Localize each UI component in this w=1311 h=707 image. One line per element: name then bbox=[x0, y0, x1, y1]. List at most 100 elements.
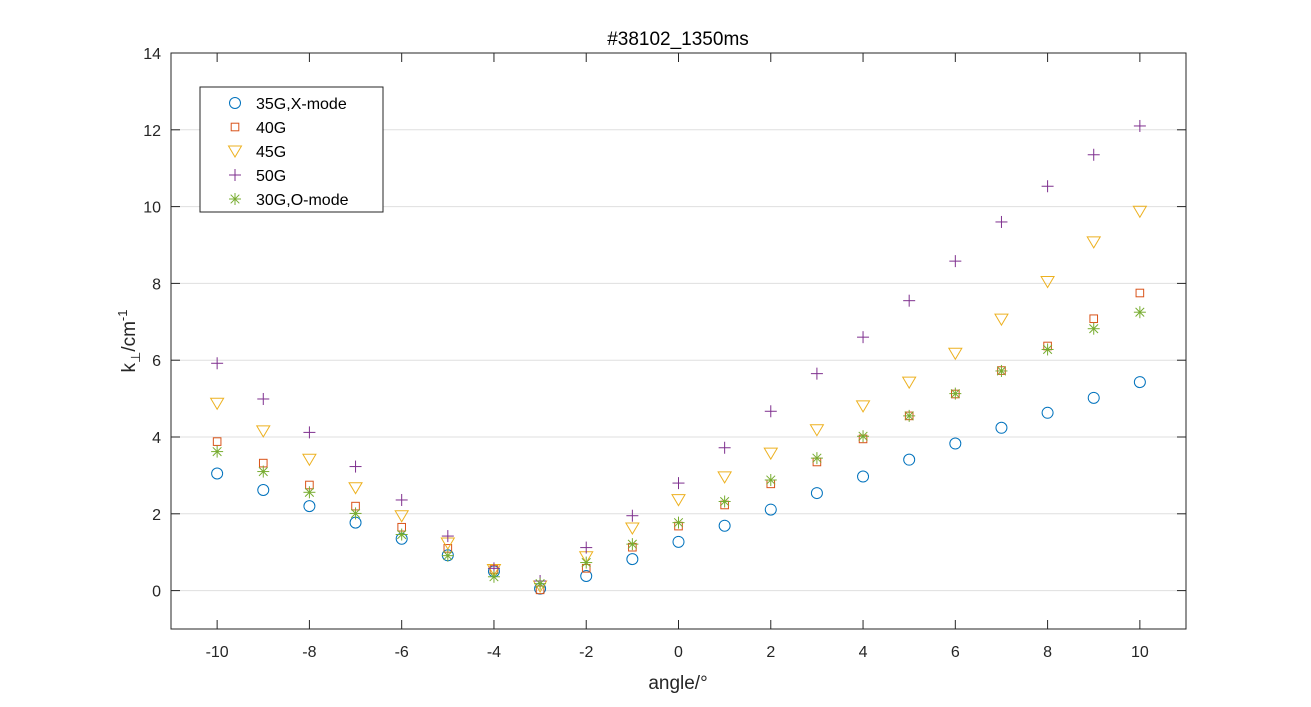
x-tick-label: 8 bbox=[1043, 644, 1052, 661]
data-point bbox=[211, 467, 224, 480]
y-tick-label: 8 bbox=[152, 276, 161, 293]
legend-item: 35G,X-mode bbox=[229, 96, 347, 113]
data-point bbox=[857, 331, 870, 344]
data-point bbox=[763, 447, 779, 461]
data-point bbox=[994, 313, 1009, 327]
data-point bbox=[718, 495, 731, 508]
data-point bbox=[810, 487, 823, 500]
legend-item: 40G bbox=[230, 120, 286, 137]
data-point bbox=[211, 357, 224, 370]
x-tick-label: 6 bbox=[951, 644, 960, 661]
data-point bbox=[995, 215, 1008, 228]
x-tick-label: -8 bbox=[302, 644, 316, 661]
data-point bbox=[1087, 391, 1100, 404]
legend-label: 30G,O-mode bbox=[256, 192, 349, 209]
data-point bbox=[718, 519, 731, 532]
data-point bbox=[1133, 119, 1146, 132]
data-point bbox=[624, 522, 640, 535]
data-point bbox=[348, 482, 363, 495]
data-point bbox=[809, 424, 825, 437]
data-point bbox=[672, 535, 685, 548]
data-point bbox=[441, 530, 454, 543]
series-4 bbox=[211, 119, 1146, 587]
x-tick-label: 0 bbox=[674, 644, 683, 661]
data-point bbox=[995, 421, 1008, 434]
x-tick-label: -6 bbox=[395, 644, 409, 661]
y-tick-label: 2 bbox=[152, 507, 161, 524]
y-tick-label: 14 bbox=[143, 46, 161, 63]
chart-title: #38102_1350ms bbox=[607, 29, 749, 50]
data-point bbox=[947, 347, 963, 361]
data-point bbox=[1040, 275, 1055, 289]
y-tick-label: 12 bbox=[143, 123, 161, 140]
y-axis-label-unit: /cm bbox=[119, 321, 140, 352]
data-point bbox=[672, 516, 685, 529]
legend-item: 45G bbox=[227, 144, 286, 161]
data-point bbox=[1041, 343, 1054, 356]
legend-item: 50G bbox=[229, 168, 286, 185]
x-tick-label: -2 bbox=[579, 644, 593, 661]
data-point bbox=[257, 392, 270, 405]
axis-ticks: 0 2 4 6 8 10 12 14 -10 -8 -6 -4 -2 0 2 4 6 8 10 bbox=[143, 46, 1186, 661]
data-point bbox=[1041, 406, 1054, 419]
legend-label: 45G bbox=[256, 144, 286, 161]
data-point bbox=[209, 397, 225, 411]
data-point bbox=[901, 376, 917, 390]
data-point bbox=[949, 387, 962, 400]
data-point bbox=[764, 474, 777, 487]
data-point bbox=[857, 470, 870, 483]
y-tick-label: 0 bbox=[152, 584, 161, 601]
data-point bbox=[487, 570, 500, 583]
data-point bbox=[672, 477, 685, 490]
data-point bbox=[1133, 306, 1146, 319]
x-tick-label: -4 bbox=[487, 644, 501, 661]
data-point bbox=[394, 510, 410, 523]
data-point bbox=[349, 507, 362, 520]
data-point bbox=[1132, 205, 1148, 219]
x-tick-label: 4 bbox=[859, 644, 868, 661]
data-point bbox=[303, 426, 316, 439]
data-point bbox=[211, 445, 224, 458]
y-tick-label: 4 bbox=[152, 430, 161, 447]
legend-marker bbox=[230, 122, 240, 132]
legend-marker bbox=[229, 97, 241, 109]
y-axis-label-sup: -1 bbox=[115, 310, 130, 322]
data-point bbox=[1041, 180, 1054, 193]
data-point bbox=[303, 486, 316, 499]
data-point bbox=[1135, 288, 1145, 298]
x-tick-label: 2 bbox=[766, 644, 775, 661]
data-point bbox=[441, 549, 454, 562]
data-point bbox=[903, 409, 916, 422]
data-point bbox=[349, 460, 362, 473]
data-point bbox=[580, 541, 593, 554]
y-tick-label: 10 bbox=[143, 200, 161, 217]
data-point bbox=[718, 441, 731, 454]
legend-marker bbox=[229, 193, 241, 205]
data-point bbox=[303, 500, 316, 513]
data-point bbox=[764, 503, 777, 516]
legend: 35G,X-mode 40G 45G 50G 30G,O-mode bbox=[199, 86, 384, 213]
legend-marker bbox=[229, 169, 241, 181]
legend-label: 40G bbox=[256, 120, 286, 137]
data-point bbox=[1087, 148, 1100, 161]
y-axis-label-sub: ⊥ bbox=[128, 352, 143, 363]
y-tick-label: 6 bbox=[152, 353, 161, 370]
data-point bbox=[534, 577, 547, 590]
data-point bbox=[995, 364, 1008, 377]
y-axis-label: k⊥/cm-1 bbox=[115, 310, 143, 373]
x-axis-label: angle/° bbox=[648, 673, 707, 694]
data-point bbox=[1089, 314, 1099, 324]
data-point bbox=[903, 294, 916, 307]
data-point bbox=[255, 425, 271, 438]
data-point bbox=[257, 483, 270, 496]
data-point bbox=[1133, 376, 1146, 389]
legend-label: 35G,X-mode bbox=[256, 96, 347, 113]
data-point bbox=[626, 553, 639, 566]
data-point bbox=[580, 570, 593, 583]
legend-label: 50G bbox=[256, 168, 286, 185]
legend-marker bbox=[227, 145, 243, 158]
x-tick-label: -10 bbox=[206, 644, 229, 661]
legend-item: 30G,O-mode bbox=[229, 192, 349, 209]
data-point bbox=[395, 528, 408, 541]
